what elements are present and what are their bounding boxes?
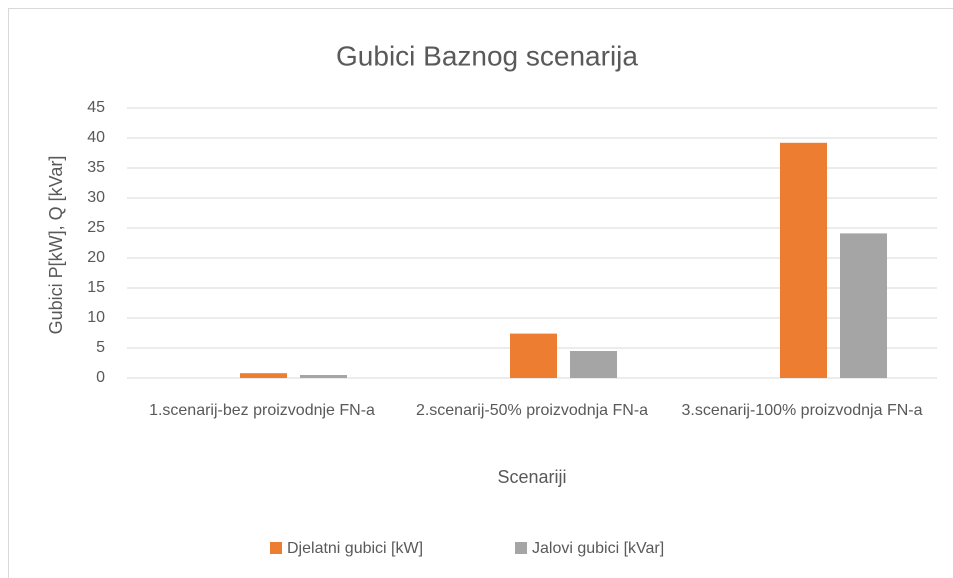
legend-label: Jalovi gubici [kVar] bbox=[532, 540, 664, 557]
y-tick-label: 15 bbox=[87, 279, 105, 296]
legend-swatch bbox=[515, 542, 527, 554]
y-tick-label: 40 bbox=[87, 129, 105, 146]
legend-swatch bbox=[270, 542, 282, 554]
y-axis-label: Gubici P[kW], Q [kVar] bbox=[46, 156, 66, 335]
bar bbox=[300, 375, 347, 378]
bar bbox=[780, 142, 827, 378]
x-tick-label: 3.scenarij-100% proizvodnja FN-a bbox=[681, 402, 923, 419]
bar bbox=[570, 351, 617, 378]
y-tick-label: 35 bbox=[87, 159, 105, 176]
x-tick-label: 1.scenarij-bez proizvodnje FN-a bbox=[149, 402, 375, 419]
x-axis-label: Scenariji bbox=[497, 467, 566, 487]
bar bbox=[240, 373, 287, 378]
x-tick-label: 2.scenarij-50% proizvodnja FN-a bbox=[415, 402, 649, 419]
y-tick-label: 5 bbox=[96, 339, 105, 356]
y-tick-label: 30 bbox=[87, 189, 105, 206]
bar bbox=[510, 333, 557, 378]
chart-title: Gubici Baznog scenarija bbox=[336, 40, 638, 71]
y-tick-label: 25 bbox=[87, 219, 105, 236]
y-tick-label: 20 bbox=[87, 249, 105, 266]
y-tick-label: 0 bbox=[96, 369, 105, 386]
y-tick-label: 10 bbox=[87, 309, 105, 326]
legend-label: Djelatni gubici [kW] bbox=[287, 540, 423, 557]
bar bbox=[840, 233, 887, 378]
y-tick-label: 45 bbox=[87, 99, 105, 116]
